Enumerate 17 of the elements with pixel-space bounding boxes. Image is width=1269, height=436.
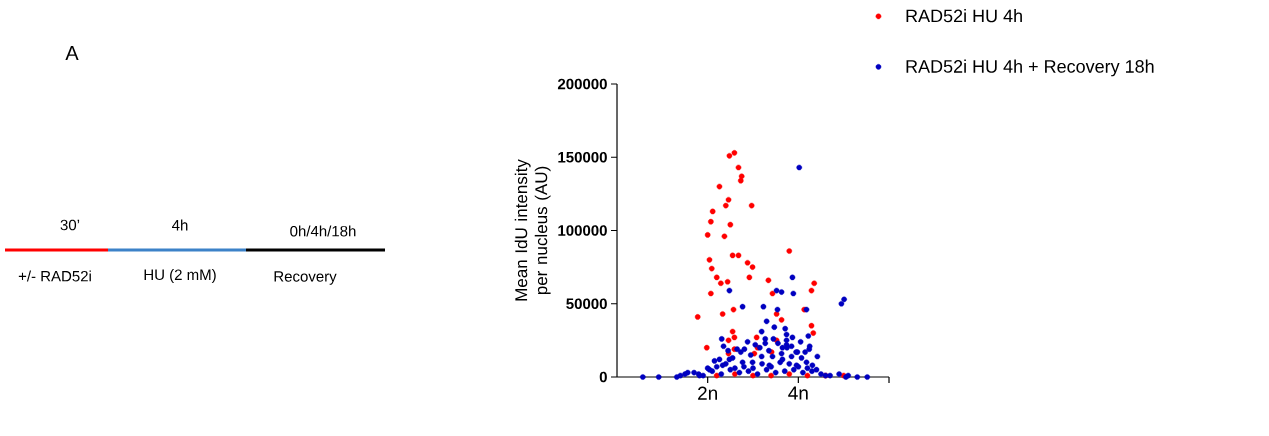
text: A [65, 46, 79, 60]
y-tick-label: 150000 [558, 151, 607, 163]
y-axis-title: Mean IdU intensity per nucleus (AU) [514, 159, 551, 301]
text: 30’ [60, 219, 80, 231]
text: Recovery [274, 271, 337, 285]
legend-label: RAD52i HU 4h + Recovery 18h [906, 59, 1154, 77]
text: +/- RAD52i [18, 270, 91, 282]
y-tick-label: 100000 [558, 225, 607, 236]
text: HU (2 mM) [144, 269, 216, 283]
y-tick-label: 50000 [566, 298, 607, 310]
y-tick-label: 0 [599, 371, 607, 383]
text: 4h [172, 219, 188, 231]
text: 0h/4h/18h [290, 225, 356, 237]
x-tick-label: 2n [698, 386, 717, 400]
y-tick-label: 200000 [557, 78, 607, 90]
x-tick-label: 4n [788, 386, 808, 400]
legend-label: RAD52i HU 4h [906, 9, 1022, 23]
